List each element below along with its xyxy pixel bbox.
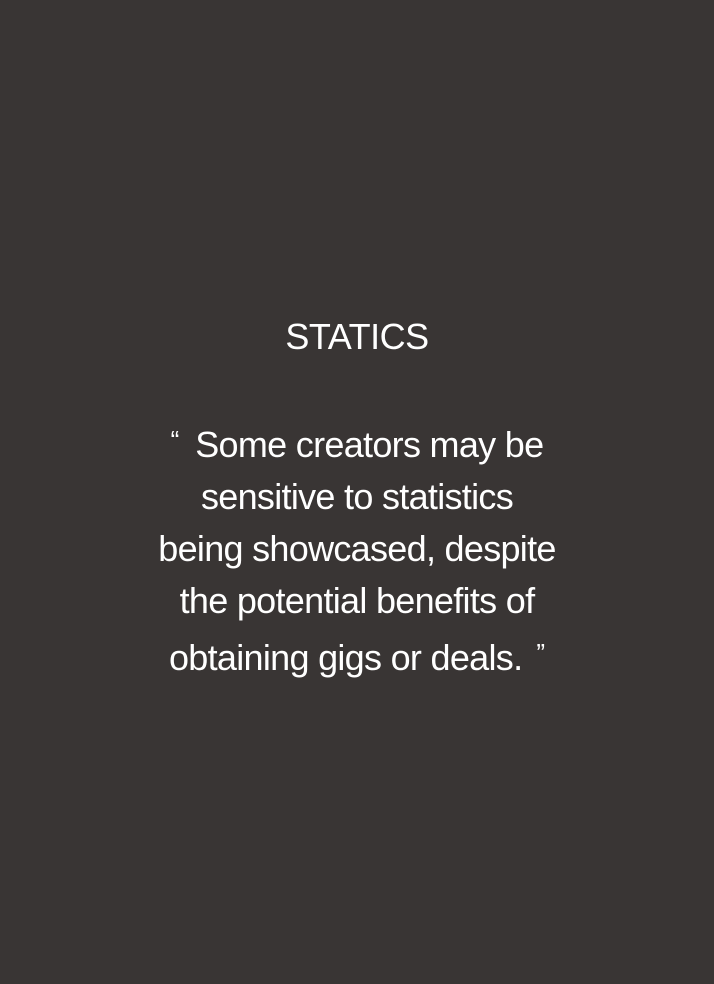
- quote-line-4: the potential benefits of: [0, 575, 714, 627]
- quote-line-3: being showcased, despite: [0, 523, 714, 575]
- quote-line-text: obtaining gigs or deals.: [168, 637, 523, 678]
- quote-line-5: obtaining gigs or deals. ”: [0, 627, 714, 684]
- quote-line-2: sensitive to statistics: [0, 471, 714, 523]
- close-quote-mark: ”: [536, 638, 546, 668]
- quote-block: “ Some creators may be sensitive to stati…: [0, 414, 714, 684]
- open-quote-mark: “: [170, 425, 180, 455]
- quote-line-text: the potential benefits of: [179, 580, 535, 621]
- quote-line-text: being showcased, despite: [158, 528, 556, 569]
- card-title: STATICS: [285, 316, 429, 357]
- quote-line-1: “ Some creators may be: [0, 414, 714, 471]
- quote-line-text: Some creators may be: [195, 424, 544, 465]
- quote-line-text: sensitive to statistics: [200, 476, 514, 517]
